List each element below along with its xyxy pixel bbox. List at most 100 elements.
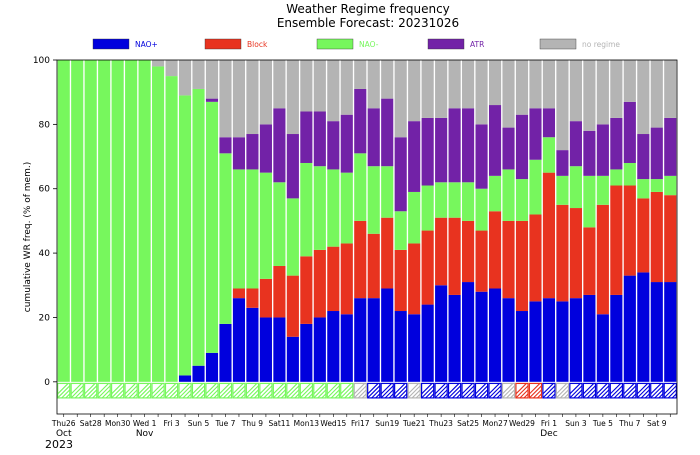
- strip-hatch-9-0: [178, 383, 190, 395]
- bar-no-regime-7: [152, 60, 165, 67]
- bar-nao--38: [569, 298, 582, 382]
- strip-hatch-17-1: [286, 385, 299, 398]
- strip-hatch-33-3: [510, 393, 515, 398]
- strip-cell-33: [501, 382, 516, 399]
- bar-nao--10: [192, 365, 205, 382]
- bar-block-24: [381, 217, 394, 289]
- legend-swatch-nao-: [316, 38, 354, 50]
- bar-block-45: [664, 195, 677, 283]
- strip-hatch-9-1: [178, 385, 192, 398]
- bar-no-regime-19: [313, 60, 326, 112]
- bar-no-regime-13: [232, 60, 246, 138]
- bar-nao--35: [529, 301, 542, 382]
- bar-block-15: [259, 278, 272, 318]
- strip-cell-0: [57, 382, 71, 399]
- bar-atr-32: [488, 105, 502, 176]
- strip-hatch-31-0: [475, 383, 487, 395]
- bar-no-regime-20: [327, 60, 340, 122]
- bar-nao--10: [192, 88, 205, 366]
- strip-hatch-12-3: [227, 393, 232, 398]
- strip-hatch-44-3: [658, 393, 663, 398]
- bar-no-regime-32: [488, 60, 502, 106]
- bar-block-38: [569, 208, 582, 299]
- bar-nao--40: [596, 314, 609, 382]
- strip-hatch-45-4: [675, 397, 677, 398]
- bar-nao--33: [502, 169, 515, 221]
- x-tick-label-16: Sat11: [268, 419, 290, 428]
- x-tick-label-32: Mon27: [482, 419, 508, 428]
- bar-nao--21: [340, 172, 353, 244]
- bar-nao--23: [367, 298, 380, 382]
- strip-hatch-1-2: [74, 389, 84, 398]
- strip-hatch-35-3: [537, 393, 542, 398]
- strip-hatch-26-0: [408, 383, 419, 395]
- strip-hatch-29-1: [448, 385, 461, 398]
- y-tick-label-0: 0: [44, 378, 50, 388]
- bar-nao--34: [515, 311, 529, 382]
- strip-hatch-40-3: [604, 393, 609, 398]
- strip-hatch-5-3: [132, 393, 138, 398]
- bar-nao--14: [246, 307, 259, 382]
- strip-hatch-8-3: [173, 393, 178, 398]
- strip-hatch-17-3: [294, 393, 299, 398]
- dominant-regime-strip: [57, 382, 677, 399]
- strip-hatch-26-1: [408, 385, 421, 398]
- bar-nao--11: [205, 352, 219, 382]
- bar-block-29: [448, 217, 461, 295]
- strip-cell-35: [528, 382, 543, 399]
- strip-hatch-11-2: [209, 389, 219, 398]
- strip-hatch-2-3: [92, 393, 97, 398]
- strip-cell-24: [380, 382, 394, 399]
- y-axis-label: cumulative WR freq. (% of mem.): [23, 162, 33, 312]
- strip-hatch-8-1: [165, 385, 178, 398]
- strip-hatch-23-2: [371, 389, 380, 398]
- strip-hatch-4-3: [119, 393, 124, 398]
- bar-block-44: [650, 191, 663, 283]
- strip-hatch-10-3: [200, 393, 205, 398]
- bar-nao--19: [313, 166, 326, 250]
- strip-hatch-2-1: [84, 385, 97, 398]
- strip-hatch-30-1: [462, 385, 475, 398]
- strip-hatch-13-0: [232, 383, 244, 395]
- bar-block-28: [435, 217, 448, 286]
- strip-hatch-2-2: [88, 389, 97, 398]
- strip-cell-7: [151, 382, 165, 399]
- strip-hatch-30-0: [462, 383, 473, 395]
- bar-no-regime-25: [394, 60, 407, 138]
- strip-hatch-28-3: [442, 393, 448, 398]
- strip-hatch-10-1: [192, 385, 205, 398]
- bar-no-regime-41: [610, 60, 623, 118]
- legend-swatch-nao-: [92, 38, 130, 50]
- strip-hatch-15-1: [259, 385, 272, 398]
- strip-hatch-25-1: [394, 385, 407, 398]
- strip-hatch-6-1: [138, 385, 151, 398]
- bar-nao--28: [435, 182, 448, 218]
- strip-hatch-43-1: [637, 385, 650, 398]
- strip-hatch-31-3: [483, 393, 488, 398]
- bar-nao--45: [664, 175, 677, 196]
- bar-nao--23: [367, 166, 380, 234]
- x-tick-label-18: Mon13: [294, 419, 320, 428]
- strip-cell-21: [340, 382, 354, 399]
- bar-nao--11: [205, 101, 219, 353]
- legend-swatch-block: [204, 38, 242, 50]
- strip-hatch-28-0: [435, 383, 446, 395]
- strip-hatch-7-3: [159, 393, 165, 398]
- strip-hatch-41-1: [610, 385, 623, 398]
- strip-cell-10: [191, 382, 206, 399]
- x-tick-label-34: Wed29: [509, 419, 535, 428]
- strip-hatch-25-0: [394, 383, 406, 395]
- legend-swatch-no-regime: [539, 38, 577, 50]
- bar-no-regime-33: [502, 60, 515, 128]
- strip-cell-43: [636, 382, 650, 399]
- bar-nao--22: [354, 153, 367, 221]
- strip-hatch-38-3: [577, 393, 582, 398]
- strip-hatch-0-0: [57, 383, 69, 395]
- y-tick-label-40: 40: [39, 249, 51, 259]
- bar-atr-35: [529, 108, 542, 160]
- strip-hatch-30-3: [469, 393, 475, 398]
- x-tick-label-36: Fri 1: [541, 419, 557, 428]
- strip-hatch-38-2: [573, 389, 582, 398]
- bar-atr-14: [246, 134, 259, 170]
- strip-hatch-27-1: [421, 385, 434, 398]
